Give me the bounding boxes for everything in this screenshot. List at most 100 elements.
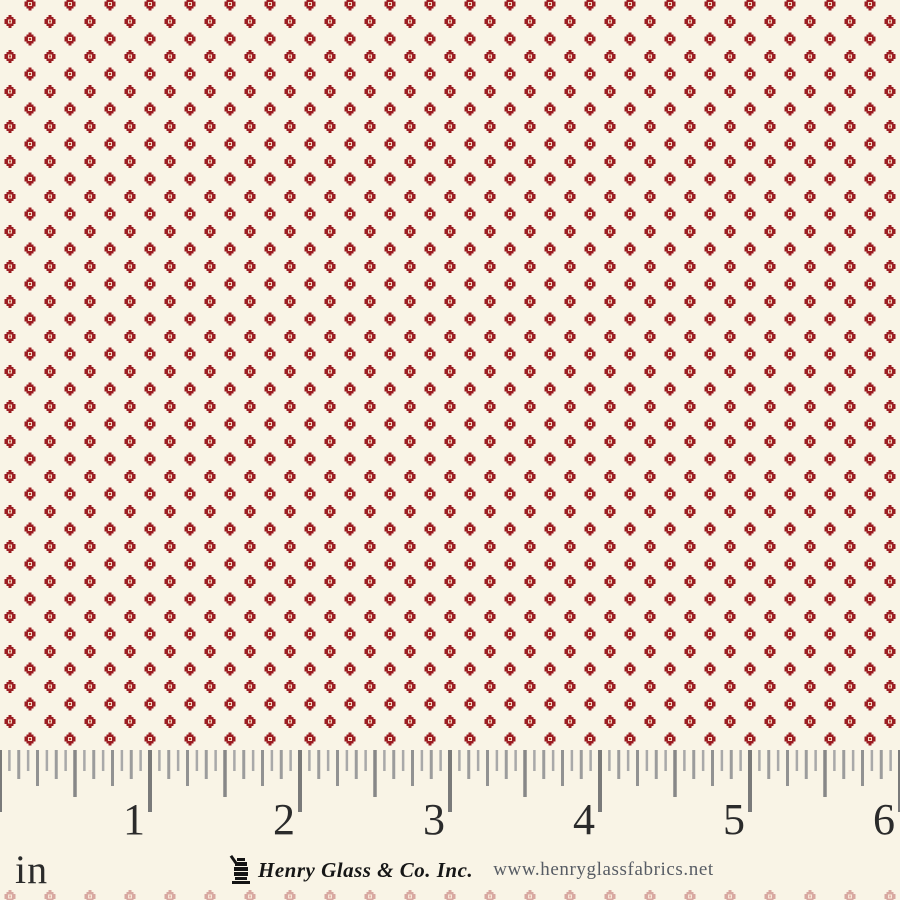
- ruler-tick-inch: [598, 750, 602, 812]
- ruler-tick-sixteenth: [514, 750, 517, 771]
- ruler-tick-sixteenth: [701, 750, 705, 771]
- ruler-tick-sixteenth: [814, 750, 817, 771]
- ruler-tick-sixteenth: [645, 750, 649, 771]
- ruler-tick-quarter: [861, 750, 864, 786]
- ruler-tick-sixteenth: [833, 750, 836, 771]
- ruler-tick-sixteenth: [364, 750, 367, 771]
- ruler-number: 6: [873, 795, 895, 844]
- ruler-tick-sixteenth: [476, 750, 480, 771]
- ruler-tick-eighth: [429, 750, 433, 779]
- ruler-tick-quarter: [561, 750, 564, 786]
- ruler-tick-sixteenth: [458, 750, 461, 771]
- ruler-tick-sixteenth: [120, 750, 124, 771]
- ruler-tick-sixteenth: [289, 750, 292, 771]
- ruler-tick-quarter: [711, 750, 714, 786]
- ruler-tick-eighth: [392, 750, 396, 779]
- ruler-tick-quarter: [486, 750, 489, 786]
- ruler-tick-sixteenth: [326, 750, 330, 771]
- ruler-tick-quarter: [411, 750, 414, 786]
- ruler-tick-quarter: [336, 750, 339, 786]
- branding-row: Henry Glass & Co. Inc. www.henryglassfab…: [228, 852, 714, 886]
- ruler-tick-eighth: [54, 750, 58, 779]
- ruler-number: 4: [573, 795, 595, 844]
- ruler-tick-sixteenth: [101, 750, 105, 771]
- ruler-tick-quarter: [636, 750, 639, 786]
- ruler-tick-eighth: [129, 750, 133, 779]
- ruler-tick-sixteenth: [8, 750, 11, 771]
- ruler-tick-half: [73, 750, 77, 797]
- ruler-tick-sixteenth: [251, 750, 255, 771]
- ruler-number: 3: [423, 795, 445, 844]
- ruler-tick-eighth: [654, 750, 658, 779]
- ruler-tick-sixteenth: [758, 750, 761, 771]
- ruler-tick-eighth: [92, 750, 96, 779]
- ruler-tick-sixteenth: [83, 750, 86, 771]
- ruler-tick-sixteenth: [664, 750, 667, 771]
- ruler-tick-inch: [748, 750, 752, 812]
- ruler-tick-eighth: [879, 750, 883, 779]
- bottom-edge-pattern-strip: [0, 888, 900, 900]
- ruler-tick-sixteenth: [720, 750, 724, 771]
- ruler-tick-eighth: [504, 750, 508, 779]
- ruler-tick-eighth: [804, 750, 808, 779]
- ruler-tick-half: [523, 750, 527, 797]
- ruler-tick-sixteenth: [26, 750, 30, 771]
- ruler-tick-sixteenth: [176, 750, 180, 771]
- ruler-tick-sixteenth: [776, 750, 780, 771]
- ruler-tick-sixteenth: [308, 750, 311, 771]
- ruler-unit-label: in: [15, 847, 49, 892]
- website-url: www.henryglassfabrics.net: [493, 859, 714, 880]
- ruler-tick-eighth: [354, 750, 358, 779]
- ruler-tick-sixteenth: [551, 750, 555, 771]
- ruler-tick-sixteenth: [214, 750, 217, 771]
- ruler-tick-eighth: [204, 750, 208, 779]
- ruler-tick-quarter: [36, 750, 39, 786]
- ruler-tick-sixteenth: [45, 750, 49, 771]
- ruler-tick-eighth: [842, 750, 846, 779]
- ruler-tick-sixteenth: [233, 750, 236, 771]
- company-name: Henry Glass & Co. Inc.: [258, 858, 474, 882]
- ruler-tick-eighth: [617, 750, 621, 779]
- ruler-tick-eighth: [317, 750, 321, 779]
- ruler-tick-sixteenth: [570, 750, 574, 771]
- ruler-tick-eighth: [542, 750, 546, 779]
- ruler-tick-eighth: [579, 750, 583, 779]
- ruler-tick-sixteenth: [889, 750, 892, 771]
- ruler-tick-eighth: [729, 750, 733, 779]
- ruler-tick-inch: [148, 750, 152, 812]
- ruler-tick-inch: [298, 750, 302, 812]
- ruler-tick-sixteenth: [795, 750, 799, 771]
- ruler-tick-sixteenth: [139, 750, 142, 771]
- ruler-ticks: [0, 750, 900, 812]
- ruler-tick-sixteenth: [439, 750, 442, 771]
- ruler-tick-sixteenth: [495, 750, 499, 771]
- ruler-tick-inch: [0, 750, 2, 812]
- ruler-tick-sixteenth: [739, 750, 742, 771]
- ruler-tick-inch: [898, 750, 900, 812]
- ruler-tick-sixteenth: [401, 750, 405, 771]
- ruler-tick-sixteenth: [533, 750, 536, 771]
- ruler-tick-eighth: [692, 750, 696, 779]
- ruler-tick-sixteenth: [195, 750, 199, 771]
- ruler-tick-sixteenth: [345, 750, 349, 771]
- ruler-number: 5: [723, 795, 745, 844]
- ruler-inch-numbers: 1 2 3 4 5 6: [123, 795, 895, 844]
- ruler-tick-sixteenth: [270, 750, 274, 771]
- ruler-tick-quarter: [786, 750, 789, 786]
- ruler-tick-sixteenth: [870, 750, 874, 771]
- ruler-tick-sixteenth: [589, 750, 592, 771]
- fabric-pattern-area: [0, 0, 900, 748]
- ruler-tick-half: [673, 750, 677, 797]
- ruler-tick-sixteenth: [608, 750, 611, 771]
- ruler-tick-inch: [448, 750, 452, 812]
- ruler-tick-sixteenth: [626, 750, 630, 771]
- ruler-tick-eighth: [279, 750, 283, 779]
- ruler-tick-quarter: [186, 750, 189, 786]
- ruler-tick-half: [373, 750, 377, 797]
- ruler-number: 2: [273, 795, 295, 844]
- ruler-tick-quarter: [111, 750, 114, 786]
- ruler-tick-sixteenth: [64, 750, 67, 771]
- ruler-tick-half: [823, 750, 827, 797]
